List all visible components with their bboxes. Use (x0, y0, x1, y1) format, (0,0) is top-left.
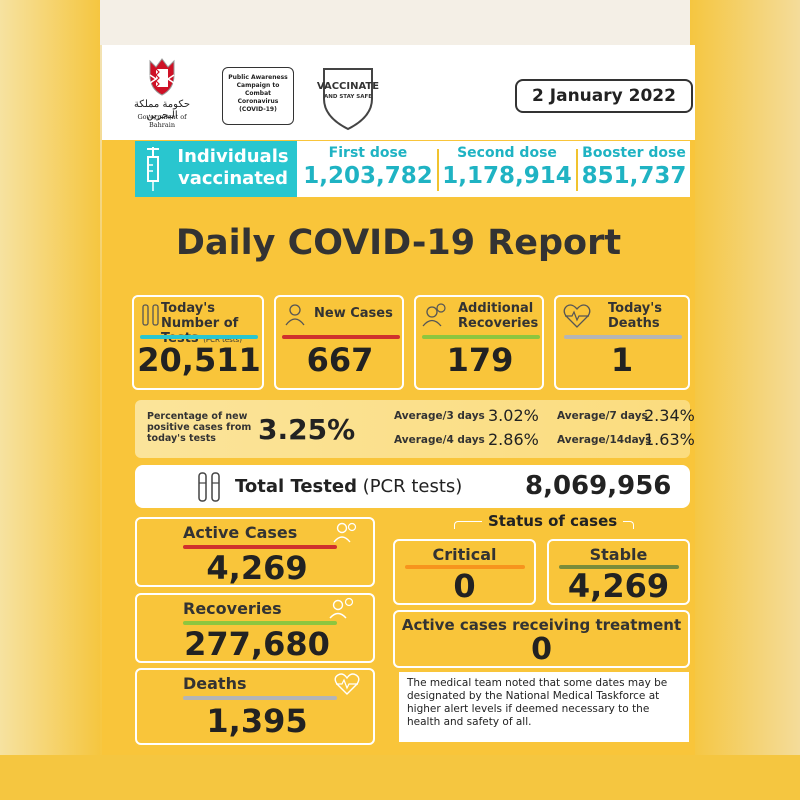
stay-safe-text: AND STAY SAFE (324, 94, 372, 100)
average-4-days-value: 2.86% (488, 430, 539, 449)
person-icon (285, 304, 305, 326)
deaths-today-bar (564, 335, 682, 339)
vaccinated-label: Individuals vaccinated (135, 141, 297, 197)
heart-pulse-icon (563, 304, 591, 328)
background-top (0, 0, 800, 45)
booster-dose-label: Booster dose (582, 145, 686, 161)
test-tubes-icon (142, 304, 159, 326)
booster-dose-value: 851,737 (581, 163, 687, 189)
average-14-days-value: 1.63% (644, 430, 695, 449)
treatment-value: 0 (531, 632, 552, 667)
second-dose-value: 1,178,914 (442, 163, 572, 189)
background-right (690, 0, 800, 800)
total-deaths-label: Deaths (183, 674, 247, 693)
total-tested-label: Total Tested (PCR tests) (235, 476, 463, 497)
bahrain-government-logo: حكومة مملكة البحرين Government of Bahrai… (124, 57, 199, 129)
tests-bar (140, 335, 258, 339)
total-tested-panel: Total Tested (PCR tests) 8,069,956 (135, 465, 690, 508)
deaths-today-label: Today's Deaths (608, 301, 662, 331)
active-cases-label: Active Cases (183, 523, 298, 542)
active-cases-card: Active Cases 4,269 (135, 517, 375, 587)
booster-dose: Booster dose 851,737 (578, 145, 690, 189)
vaccinated-label-line2: vaccinated (177, 168, 289, 189)
second-dose-label: Second dose (457, 145, 557, 161)
new-cases-card: New Cases 667 (274, 295, 404, 390)
deaths-today-value: 1 (610, 341, 634, 379)
average-7-days-label: Average/7 days (557, 410, 648, 422)
vaccinated-label-line1: Individuals (177, 146, 289, 167)
status-title: Status of cases (482, 512, 624, 530)
critical-value: 0 (453, 567, 476, 605)
recoveries-today-value: 179 (446, 341, 514, 379)
background-left (0, 0, 100, 800)
total-deaths-bar (183, 696, 337, 700)
deaths-today-card: Today's Deaths 1 (554, 295, 690, 390)
header: حكومة مملكة البحرين Government of Bahrai… (102, 45, 695, 140)
new-cases-label: New Cases (314, 306, 393, 321)
average-4-days-label: Average/4 days (394, 434, 485, 446)
stable-bar (559, 565, 679, 569)
covid-report-poster: حكومة مملكة البحرين Government of Bahrai… (102, 45, 695, 755)
positivity-description: Percentage of new positive cases from to… (147, 411, 252, 444)
report-date: 2 January 2022 (515, 79, 693, 113)
total-recoveries-label: Recoveries (183, 599, 282, 618)
critical-card: Critical 0 (393, 539, 536, 605)
recovered-person-icon (329, 597, 354, 619)
positivity-panel: Percentage of new positive cases from to… (135, 400, 695, 458)
report-title: Daily COVID-19 Report (175, 223, 622, 263)
vaccinate-text: VACCINATE (316, 81, 380, 92)
new-cases-value: 667 (306, 341, 374, 379)
campaign-badge: Public Awareness Campaign to Combat Coro… (222, 67, 294, 125)
critical-label: Critical (432, 545, 497, 564)
dose-divider (437, 149, 439, 191)
vaccinate-badge: VACCINATE AND STAY SAFE (312, 63, 384, 133)
critical-bar (405, 565, 525, 569)
total-tested-value: 8,069,956 (525, 471, 672, 501)
first-dose: First dose 1,203,782 (301, 145, 435, 189)
shield-icon (323, 68, 373, 131)
dose-divider (576, 149, 578, 191)
recovered-person-icon (422, 303, 446, 327)
vaccination-strip: Individuals vaccinated First dose 1,203,… (135, 141, 690, 197)
bahrain-emblem-icon (149, 58, 175, 96)
total-recoveries-bar (183, 621, 337, 625)
total-recoveries-value: 277,680 (184, 625, 330, 663)
tests-value: 20,511 (137, 341, 261, 379)
treatment-label: Active cases receiving treatment (401, 616, 682, 634)
government-name: Government of Bahrain (137, 113, 187, 129)
active-cases-bar (183, 545, 337, 549)
heart-pulse-icon (334, 673, 360, 695)
test-tubes-icon (198, 472, 220, 502)
active-cases-value: 4,269 (206, 549, 308, 587)
tests-card: Today's Number of Tests (PCR tests) 20,5… (132, 295, 264, 390)
treatment-card: Active cases receiving treatment 0 (393, 610, 690, 668)
first-dose-value: 1,203,782 (303, 163, 433, 189)
total-recoveries-card: Recoveries 277,680 (135, 593, 375, 663)
average-3-days-label: Average/3 days (394, 410, 485, 422)
total-deaths-card: Deaths 1,395 (135, 668, 375, 745)
average-7-days-value: 2.34% (644, 406, 695, 425)
recoveries-today-label: Additional Recoveries (458, 301, 539, 331)
new-cases-bar (282, 335, 400, 339)
stable-card: Stable 4,269 (547, 539, 690, 605)
recoveries-today-card: Additional Recoveries 179 (414, 295, 544, 390)
stable-value: 4,269 (567, 567, 670, 605)
recoveries-today-bar (422, 335, 540, 339)
total-deaths-value: 1,395 (206, 702, 308, 740)
people-icon (333, 522, 357, 543)
average-14-days-label: Average/14days (557, 434, 652, 446)
second-dose: Second dose 1,178,914 (440, 145, 574, 189)
first-dose-label: First dose (328, 145, 408, 161)
average-3-days-value: 3.02% (488, 406, 539, 425)
positivity-value: 3.25% (258, 413, 356, 446)
stable-label: Stable (589, 545, 648, 564)
background-bottom (0, 755, 800, 800)
arabic-government-name: حكومة مملكة البحرين (133, 99, 191, 121)
syringe-icon (147, 147, 159, 191)
medical-team-note: The medical team noted that some dates m… (399, 672, 689, 742)
tests-label: Today's Number of Tests (PCR tests) (161, 301, 242, 346)
